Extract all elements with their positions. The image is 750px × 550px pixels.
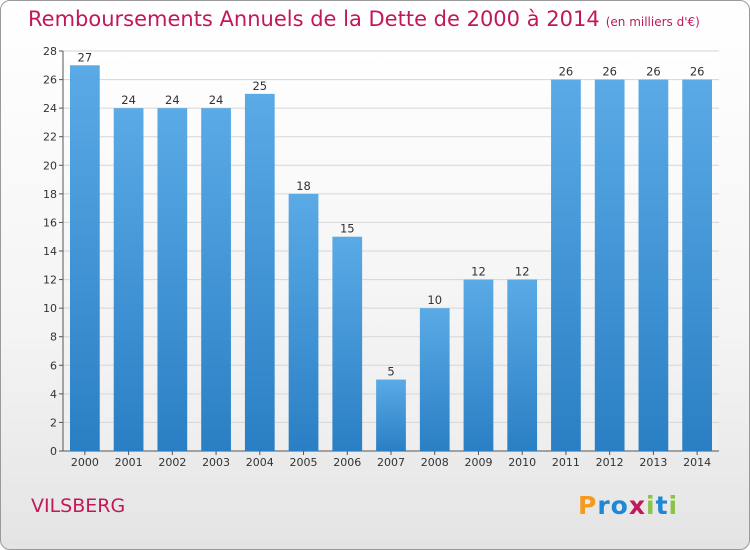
x-tick-label: 2012: [596, 456, 624, 469]
y-tick-label: 20: [43, 159, 57, 172]
bar: [463, 279, 494, 451]
data-label: 12: [515, 265, 530, 279]
data-label: 26: [690, 65, 705, 79]
bar: [507, 279, 538, 451]
y-tick-label: 2: [50, 416, 57, 429]
bar: [551, 79, 581, 452]
logo-letter: x: [628, 491, 646, 520]
y-tick-label: 12: [43, 274, 57, 287]
y-tick-label: 4: [50, 388, 57, 401]
y-tick-label: 10: [43, 302, 57, 315]
chart-title: Remboursements Annuels de la Dette de 20…: [28, 7, 700, 31]
y-tick-label: 8: [50, 331, 57, 344]
bar: [201, 108, 231, 452]
data-label: 24: [165, 93, 180, 107]
town-name: VILSBERG: [31, 495, 126, 517]
x-tick-label: 2008: [421, 456, 449, 469]
y-tick-label: 24: [43, 102, 57, 115]
y-tick-label: 28: [43, 45, 57, 58]
y-tick-label: 14: [43, 245, 57, 258]
x-tick-label: 2014: [683, 456, 711, 469]
x-tick-label: 2000: [71, 456, 99, 469]
x-tick-label: 2010: [508, 456, 536, 469]
logo-letter: r: [597, 491, 611, 520]
chart-subtitle: (en milliers d'€): [605, 15, 700, 29]
x-tick-label: 2003: [202, 456, 230, 469]
data-label: 24: [121, 93, 136, 107]
data-label: 12: [471, 265, 486, 279]
data-label: 26: [559, 65, 574, 79]
logo-letter: o: [610, 491, 629, 520]
bar: [594, 79, 625, 452]
x-tick-label: 2001: [115, 456, 143, 469]
y-tick-label: 26: [43, 74, 57, 87]
x-tick-label: 2006: [333, 456, 361, 469]
bar: [113, 108, 144, 452]
data-label: 25: [252, 79, 267, 93]
logo-letter: t: [655, 491, 669, 520]
data-label: 24: [209, 93, 224, 107]
data-label: 26: [646, 65, 661, 79]
bar: [332, 236, 363, 451]
y-tick-label: 0: [50, 445, 57, 458]
data-label: 5: [387, 365, 394, 379]
bar: [638, 79, 669, 452]
bar: [244, 93, 275, 451]
chart-title-text: Remboursements Annuels de la Dette de 20…: [28, 7, 600, 31]
logo-letter: i: [646, 491, 656, 520]
bar: [157, 108, 188, 452]
data-label: 26: [602, 65, 617, 79]
x-tick-label: 2011: [552, 456, 580, 469]
proxiti-logo: Proxiti: [578, 491, 678, 520]
y-tick-label: 6: [50, 359, 57, 372]
x-tick-label: 2009: [464, 456, 492, 469]
x-tick-label: 2007: [377, 456, 405, 469]
logo-letter: P: [578, 491, 598, 520]
data-label: 18: [296, 179, 311, 193]
bar: [419, 308, 450, 451]
y-tick-label: 16: [43, 216, 57, 229]
data-label: 27: [78, 50, 93, 64]
bar: [69, 65, 100, 452]
x-tick-label: 2004: [246, 456, 274, 469]
x-tick-label: 2002: [158, 456, 186, 469]
y-tick-label: 18: [43, 188, 57, 201]
bar: [682, 79, 713, 452]
x-tick-label: 2013: [639, 456, 667, 469]
data-label: 10: [427, 293, 442, 307]
bar: [288, 193, 319, 451]
logo-letter: i: [668, 491, 679, 520]
y-tick-label: 22: [43, 131, 57, 144]
data-label: 15: [340, 222, 355, 236]
bar: [376, 379, 406, 451]
x-tick-label: 2005: [290, 456, 318, 469]
